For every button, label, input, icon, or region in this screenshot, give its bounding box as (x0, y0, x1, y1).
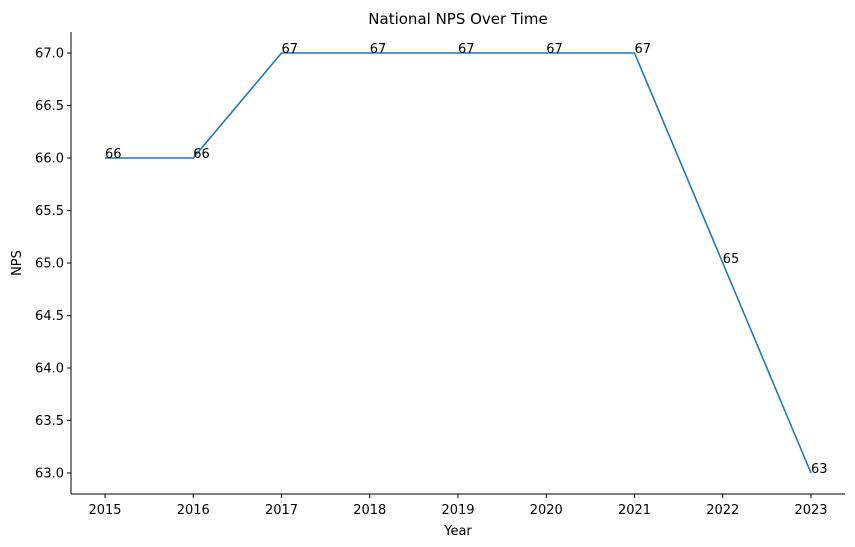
x-tick-label: 2016 (177, 503, 210, 518)
y-tick-label: 63.5 (35, 414, 64, 429)
y-tick-label: 64.5 (35, 309, 64, 324)
axes: 63.0 63.5 64.0 64.5 65.0 65.5 66.0 66.5 67.0 2015… (35, 32, 845, 518)
x-tick-label: 2017 (265, 503, 298, 518)
data-label: 67 (370, 42, 387, 57)
x-tick-label: 2023 (794, 503, 827, 518)
y-tick-label: 65.5 (35, 204, 64, 219)
y-tick-label: 67.0 (35, 47, 64, 62)
x-tick-label: 2019 (441, 503, 474, 518)
data-label: 67 (546, 42, 563, 57)
data-label: 67 (635, 42, 652, 57)
data-label: 66 (105, 147, 122, 162)
chart-title: National NPS Over Time (368, 10, 547, 28)
series-layer (104, 52, 812, 474)
data-label: 67 (458, 42, 475, 57)
y-tick-label: 64.0 (35, 362, 64, 377)
x-tick-label: 2021 (618, 503, 651, 518)
data-label: 65 (723, 252, 740, 267)
data-label: 66 (193, 147, 210, 162)
x-axis-label: Year (443, 524, 472, 539)
y-tick-label: 66.5 (35, 99, 64, 114)
x-tick-label: 2022 (706, 503, 739, 518)
data-labels: 66 66 67 67 67 67 67 65 63 (105, 42, 828, 477)
data-label: 63 (811, 462, 828, 477)
series-line (105, 52, 812, 474)
x-tick-label: 2018 (353, 503, 386, 518)
y-tick-label: 66.0 (35, 152, 64, 167)
y-tick-label: 63.0 (35, 467, 64, 482)
y-tick-label: 65.0 (35, 257, 64, 272)
x-tick-label: 2015 (88, 503, 121, 518)
data-label: 67 (282, 42, 299, 57)
y-axis-label: NPS (10, 250, 25, 276)
x-tick-label: 2020 (530, 503, 563, 518)
